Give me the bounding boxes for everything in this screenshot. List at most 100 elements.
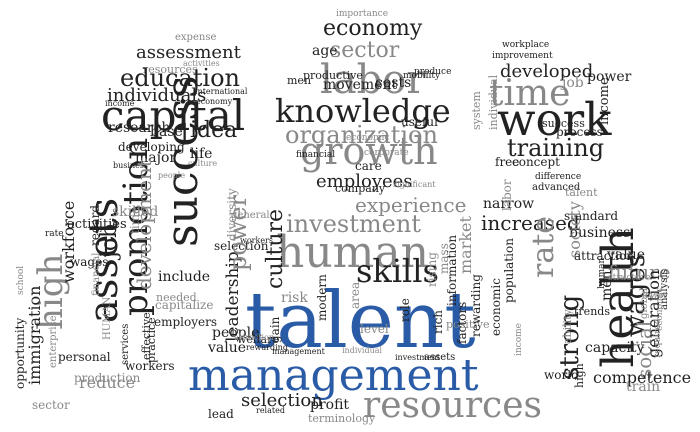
cloud-word: value: [208, 340, 247, 356]
cloud-word: services: [120, 323, 131, 365]
cloud-word: movement: [323, 77, 398, 93]
cloud-word: financial: [91, 252, 102, 296]
cloud-word: men: [287, 74, 312, 87]
cloud-word: people: [212, 325, 260, 341]
cloud-word: human: [597, 257, 607, 289]
cloud-word: income: [514, 323, 524, 356]
cloud-word: modern: [315, 274, 329, 321]
cloud-word: market: [456, 216, 475, 274]
cloud-word: immigration: [25, 285, 44, 386]
cloud-word: personal: [58, 350, 111, 364]
cloud-word: capital: [101, 91, 246, 140]
cloud-word: assessment: [136, 42, 241, 63]
cloud-word: positive: [446, 318, 490, 331]
cloud-word: reduce: [79, 373, 136, 392]
cloud-word: standard: [564, 209, 619, 223]
cloud-word: useful: [401, 115, 438, 129]
cloud-word: talent: [245, 276, 476, 366]
cloud-word: significant: [393, 180, 436, 189]
cloud-word: system: [470, 91, 483, 130]
cloud-word: developing: [118, 140, 185, 154]
cloud-word: produce: [414, 67, 452, 77]
cloud-word: productive: [303, 69, 363, 82]
cloud-word: education: [120, 64, 240, 92]
cloud-word: trends: [574, 305, 610, 318]
cloud-word: research: [108, 120, 171, 136]
cloud-word: wages: [70, 255, 109, 269]
cloud-word: success: [157, 75, 208, 247]
cloud-word: world: [544, 368, 579, 382]
cloud-word: resources: [363, 385, 542, 426]
cloud-word: attraction: [574, 249, 635, 263]
cloud-word: economy: [196, 97, 233, 106]
cloud-word: international: [195, 87, 248, 96]
cloud-word: resources: [143, 63, 198, 76]
cloud-word: company: [335, 182, 386, 195]
cloud-word: investment: [286, 210, 421, 238]
cloud-word: workforce: [59, 200, 78, 283]
cloud-word: financial: [296, 150, 336, 160]
cloud-word: organization: [285, 121, 438, 149]
cloud-word: idea: [190, 118, 238, 143]
cloud-word: risk: [281, 290, 308, 306]
cloud-word: practice: [145, 317, 158, 363]
cloud-word: activities: [183, 59, 220, 68]
cloud-word: management: [272, 347, 325, 356]
cloud-word: include: [158, 269, 211, 285]
cloud-word: terminology: [308, 412, 376, 425]
cloud-word: rewarding: [246, 343, 288, 352]
cloud-word: production: [74, 371, 141, 385]
cloud-word: workers: [240, 236, 273, 245]
cloud-word: ability: [561, 309, 574, 344]
cloud-word: rich: [431, 309, 445, 334]
cloud-word: information: [445, 234, 459, 306]
cloud-word: required: [653, 318, 663, 358]
cloud-word: success: [542, 117, 585, 130]
cloud-word: free: [495, 155, 520, 169]
cloud-word: rewarding: [469, 274, 483, 337]
cloud-word: general: [231, 210, 270, 221]
cloud-word: power: [587, 69, 632, 85]
cloud-word: structure: [608, 273, 651, 283]
cloud-word: labor: [320, 57, 426, 103]
cloud-word: activities: [67, 217, 127, 232]
cloud-word: importance: [336, 9, 389, 19]
cloud-word: regard: [88, 204, 102, 246]
cloud-word: experience: [355, 193, 467, 217]
cloud-word: care: [355, 159, 382, 173]
cloud-word: individual: [487, 74, 500, 130]
cloud-word: capacity: [585, 340, 645, 356]
cloud-word: lead: [208, 407, 234, 421]
cloud-word: selection: [214, 239, 269, 253]
cloud-word: enterprise: [48, 315, 59, 368]
cloud-word: lower: [642, 291, 668, 301]
cloud-word: age: [312, 43, 338, 59]
cloud-word: work: [497, 93, 612, 146]
cloud-word: training: [507, 134, 605, 162]
cloud-word: concept: [512, 155, 560, 169]
cloud-word: labor: [500, 179, 514, 211]
cloud-word: skilled: [112, 204, 159, 220]
cloud-word: selection: [241, 390, 323, 411]
cloud-word: difference: [535, 172, 582, 182]
cloud-word: developed: [500, 61, 594, 82]
cloud-word: workers: [125, 359, 175, 373]
cloud-word: rate: [526, 215, 561, 278]
cloud-word: knowledge: [275, 92, 451, 130]
cloud-word: individuals: [107, 85, 207, 106]
cloud-word: train: [626, 379, 661, 395]
cloud-word: profit: [310, 397, 350, 413]
cloud-word: human: [276, 227, 429, 278]
cloud-word: base: [150, 124, 183, 140]
cloud-word: capitalize: [155, 298, 214, 312]
cloud-word: economic: [489, 278, 503, 336]
cloud-word: talent: [565, 186, 598, 199]
cloud-word: employees: [316, 171, 413, 192]
cloud-word: increased: [481, 211, 580, 235]
cloud-word: welfare: [237, 333, 279, 346]
cloud-word: opportunity: [13, 317, 27, 389]
cloud-word: expense: [175, 32, 217, 43]
cloud-word: improvement: [492, 51, 553, 61]
cloud-word: corporate: [364, 148, 409, 158]
cloud-word: future: [608, 260, 671, 284]
